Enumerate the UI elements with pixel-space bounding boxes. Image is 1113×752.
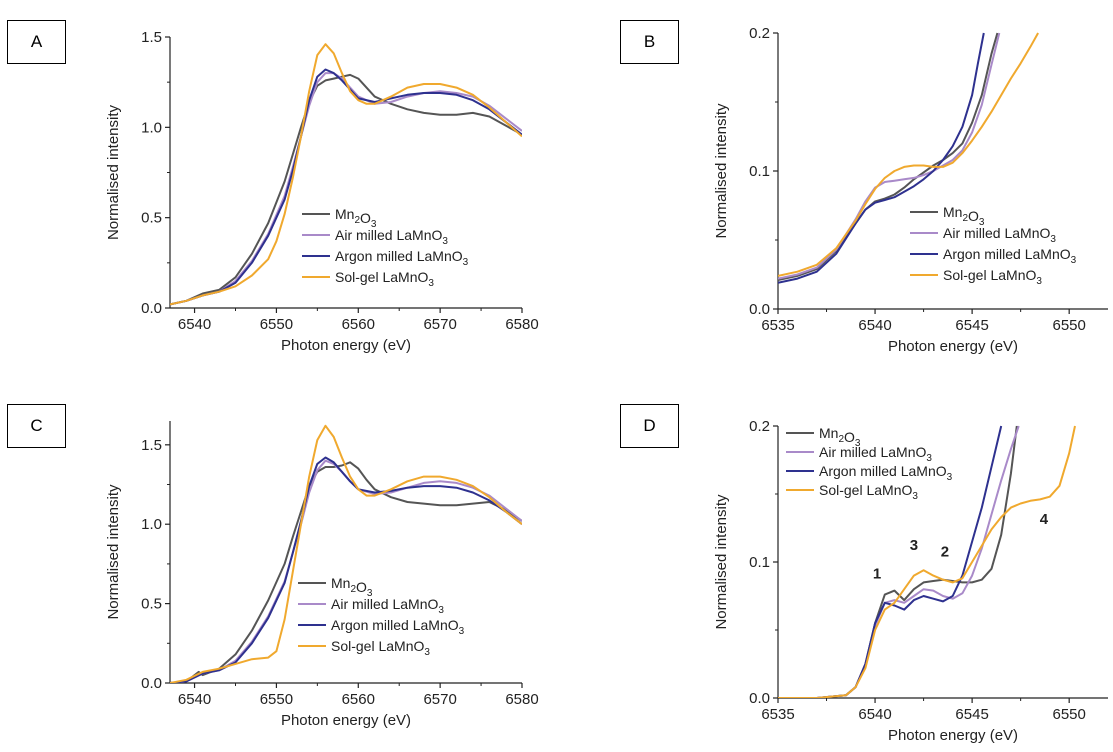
y-tick-label: 0.0 [141, 300, 162, 317]
y-tick-label: 0.0 [141, 675, 162, 692]
x-tick-label: 6560 [342, 691, 375, 708]
chart-c: 6540 6550 6560 6570 6580 0.0 0.5 1.0 1.5 Photon e… [105, 421, 539, 729]
annotation-label: 1 [873, 565, 881, 582]
x-tick-label: 6545 [955, 317, 988, 334]
legend-label-argon: Argon milled LaMnO3 [819, 463, 953, 483]
x-tick-label: 6540 [858, 317, 891, 334]
x-axis-label: Photon energy (eV) [281, 712, 411, 729]
legend-label-argon: Argon milled LaMnO3 [335, 248, 469, 268]
x-tick-label: 6550 [260, 316, 293, 333]
legend-label-argon: Argon milled LaMnO3 [943, 246, 1077, 266]
x-tick-label: 6535 [761, 706, 794, 723]
legend-label-solgel: Sol-gel LaMnO3 [943, 267, 1042, 287]
x-tick-label: 6570 [423, 316, 456, 333]
x-tick-label: 6550 [1052, 317, 1085, 334]
annotation-label: 4 [1040, 511, 1049, 528]
y-tick-label: 1.5 [141, 29, 162, 46]
y-tick-label: 0.5 [141, 596, 162, 613]
legend-label-solgel: Sol-gel LaMnO3 [331, 638, 430, 658]
legend-label-air: Air milled LaMnO3 [943, 225, 1056, 245]
chart-a: 6540 6550 6560 6570 6580 0.0 0.5 1.0 1.5 Photon e… [105, 29, 539, 354]
x-tick-label: 6550 [1052, 706, 1085, 723]
x-tick-label: 6535 [761, 317, 794, 334]
y-axis-label: Normalised intensity [713, 494, 730, 630]
y-tick-label: 0.5 [141, 210, 162, 227]
x-tick-label: 6540 [858, 706, 891, 723]
y-axis-label: Normalised intensity [713, 103, 730, 239]
legend-label-argon: Argon milled LaMnO3 [331, 617, 465, 637]
y-axis-label: Normalised intensity [105, 104, 122, 240]
y-tick-label: 1.5 [141, 437, 162, 454]
x-axis-label: Photon energy (eV) [888, 338, 1018, 355]
y-tick-label: 0.2 [749, 25, 770, 42]
series-line-air [778, 33, 999, 279]
series-line-mn2o3 [778, 33, 997, 280]
annotation-label: 3 [910, 537, 918, 554]
x-tick-label: 6540 [178, 691, 211, 708]
x-tick-label: 6560 [342, 316, 375, 333]
legend-label-air: Air milled LaMnO3 [335, 227, 448, 247]
x-tick-label: 6550 [260, 691, 293, 708]
legend-label-solgel: Sol-gel LaMnO3 [335, 269, 434, 289]
x-tick-label: 6570 [423, 691, 456, 708]
x-tick-label: 6540 [178, 316, 211, 333]
x-tick-label: 6580 [505, 691, 538, 708]
y-tick-label: 0.1 [749, 163, 770, 180]
y-tick-label: 1.0 [141, 516, 162, 533]
y-tick-label: 0.1 [749, 554, 770, 571]
x-axis-label: Photon energy (eV) [281, 337, 411, 354]
y-tick-label: 1.0 [141, 119, 162, 136]
y-tick-label: 0.2 [749, 418, 770, 435]
x-tick-label: 6580 [505, 316, 538, 333]
annotation-label: 2 [941, 544, 949, 561]
chart-d: 6535 6540 6545 6550 0.0 0.1 0.2 Photon energy (… [713, 418, 1108, 744]
legend-label-air: Air milled LaMnO3 [331, 596, 444, 616]
series-line-solgel [170, 44, 522, 304]
legend-label-air: Air milled LaMnO3 [819, 444, 932, 464]
x-tick-label: 6545 [955, 706, 988, 723]
y-tick-label: 0.0 [749, 301, 770, 318]
y-axis-label: Normalised intensity [105, 484, 122, 620]
x-axis-label: Photon energy (eV) [888, 727, 1018, 744]
legend-label-solgel: Sol-gel LaMnO3 [819, 482, 918, 502]
y-tick-label: 0.0 [749, 690, 770, 707]
chart-b: 6535 6540 6545 6550 0.0 0.1 0.2 Photon energy (… [713, 25, 1108, 355]
